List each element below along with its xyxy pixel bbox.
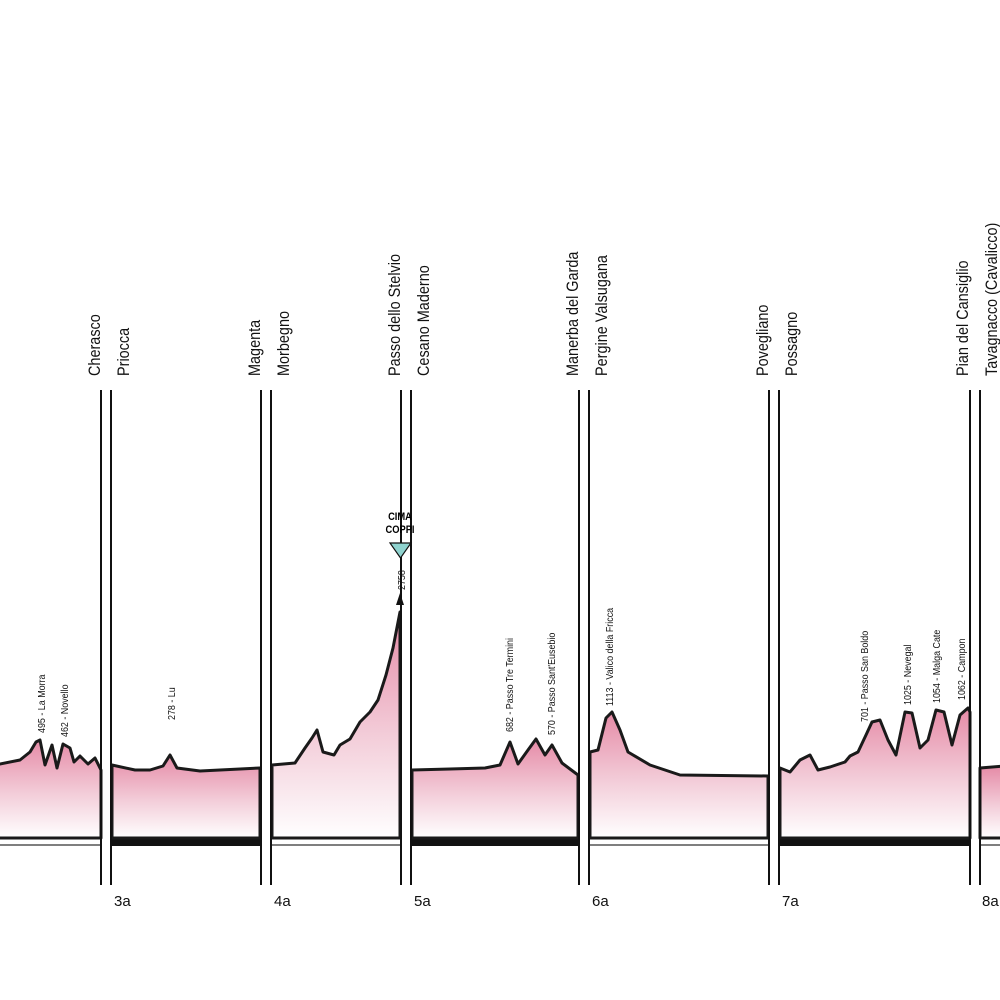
stage-number: 5a — [414, 893, 431, 910]
profile — [270, 610, 402, 840]
profiles — [0, 610, 1000, 840]
stage-start: Morbegno — [275, 311, 293, 376]
stage-start: Possagno — [783, 312, 801, 376]
summit-marker: CIMA COPPI 2758 — [385, 511, 415, 605]
badge-icon — [388, 542, 413, 560]
climb-label: 1113 - Valico della Fricca — [604, 607, 616, 706]
summit-arrow — [396, 593, 404, 605]
stage-start: Cesano Maderno — [415, 265, 433, 376]
climb-label: 1025 - Nevegal — [902, 645, 914, 705]
badge-text: COPPI — [385, 524, 414, 536]
climb-label: 1054 - Malga Cate — [931, 630, 943, 703]
climb-label: 570 - Passo Sant'Eusebio — [546, 633, 558, 735]
stage-number: 6a — [592, 893, 609, 910]
badge-text: CIMA — [388, 511, 412, 523]
profile — [978, 764, 1000, 840]
climb-label: 682 - Passo Tre Termini — [504, 638, 516, 732]
stage-numbers: 3a 4a 5a 6a 7a 8a — [114, 893, 999, 910]
stage-finish: Cherasco — [86, 314, 104, 376]
climb-label: 495 - La Morra — [36, 674, 48, 733]
stage-start: Pergine Valsugana — [593, 255, 611, 376]
stage-number: 4a — [274, 893, 291, 910]
stage-finish: Manerba del Garda — [564, 251, 582, 376]
profile — [588, 710, 770, 840]
profile — [410, 737, 580, 840]
stage-finish: Passo dello Stelvio — [386, 254, 404, 376]
profile — [778, 706, 972, 840]
profile — [110, 753, 262, 840]
stage-start: Tavagnacco (Cavalicco) — [983, 223, 1000, 376]
stage-number: 7a — [782, 893, 799, 910]
stage-finish: Magenta — [246, 320, 264, 376]
stage-finish: Povegliano — [754, 304, 772, 376]
summit-altitude: 2758 — [396, 570, 408, 590]
stage-number: 8a — [982, 893, 999, 910]
stage-separators — [100, 390, 981, 885]
climb-label: 1062 - Campon — [956, 639, 968, 700]
climb-label: 462 - Novello — [59, 684, 71, 737]
profile — [0, 738, 103, 840]
climb-label: 278 - Lu — [166, 687, 178, 720]
climb-label: 701 - Passo San Boldo — [859, 631, 871, 722]
stage-number: 3a — [114, 893, 131, 910]
town-labels: Cherasco Priocca Magenta Morbegno Passo … — [86, 223, 1000, 376]
climb-labels: 495 - La Morra 462 - Novello 278 - Lu 68… — [36, 607, 968, 737]
stage-start: Priocca — [115, 328, 133, 376]
stage-finish: Pian del Cansiglio — [954, 260, 972, 376]
stage-bars — [0, 838, 1000, 846]
